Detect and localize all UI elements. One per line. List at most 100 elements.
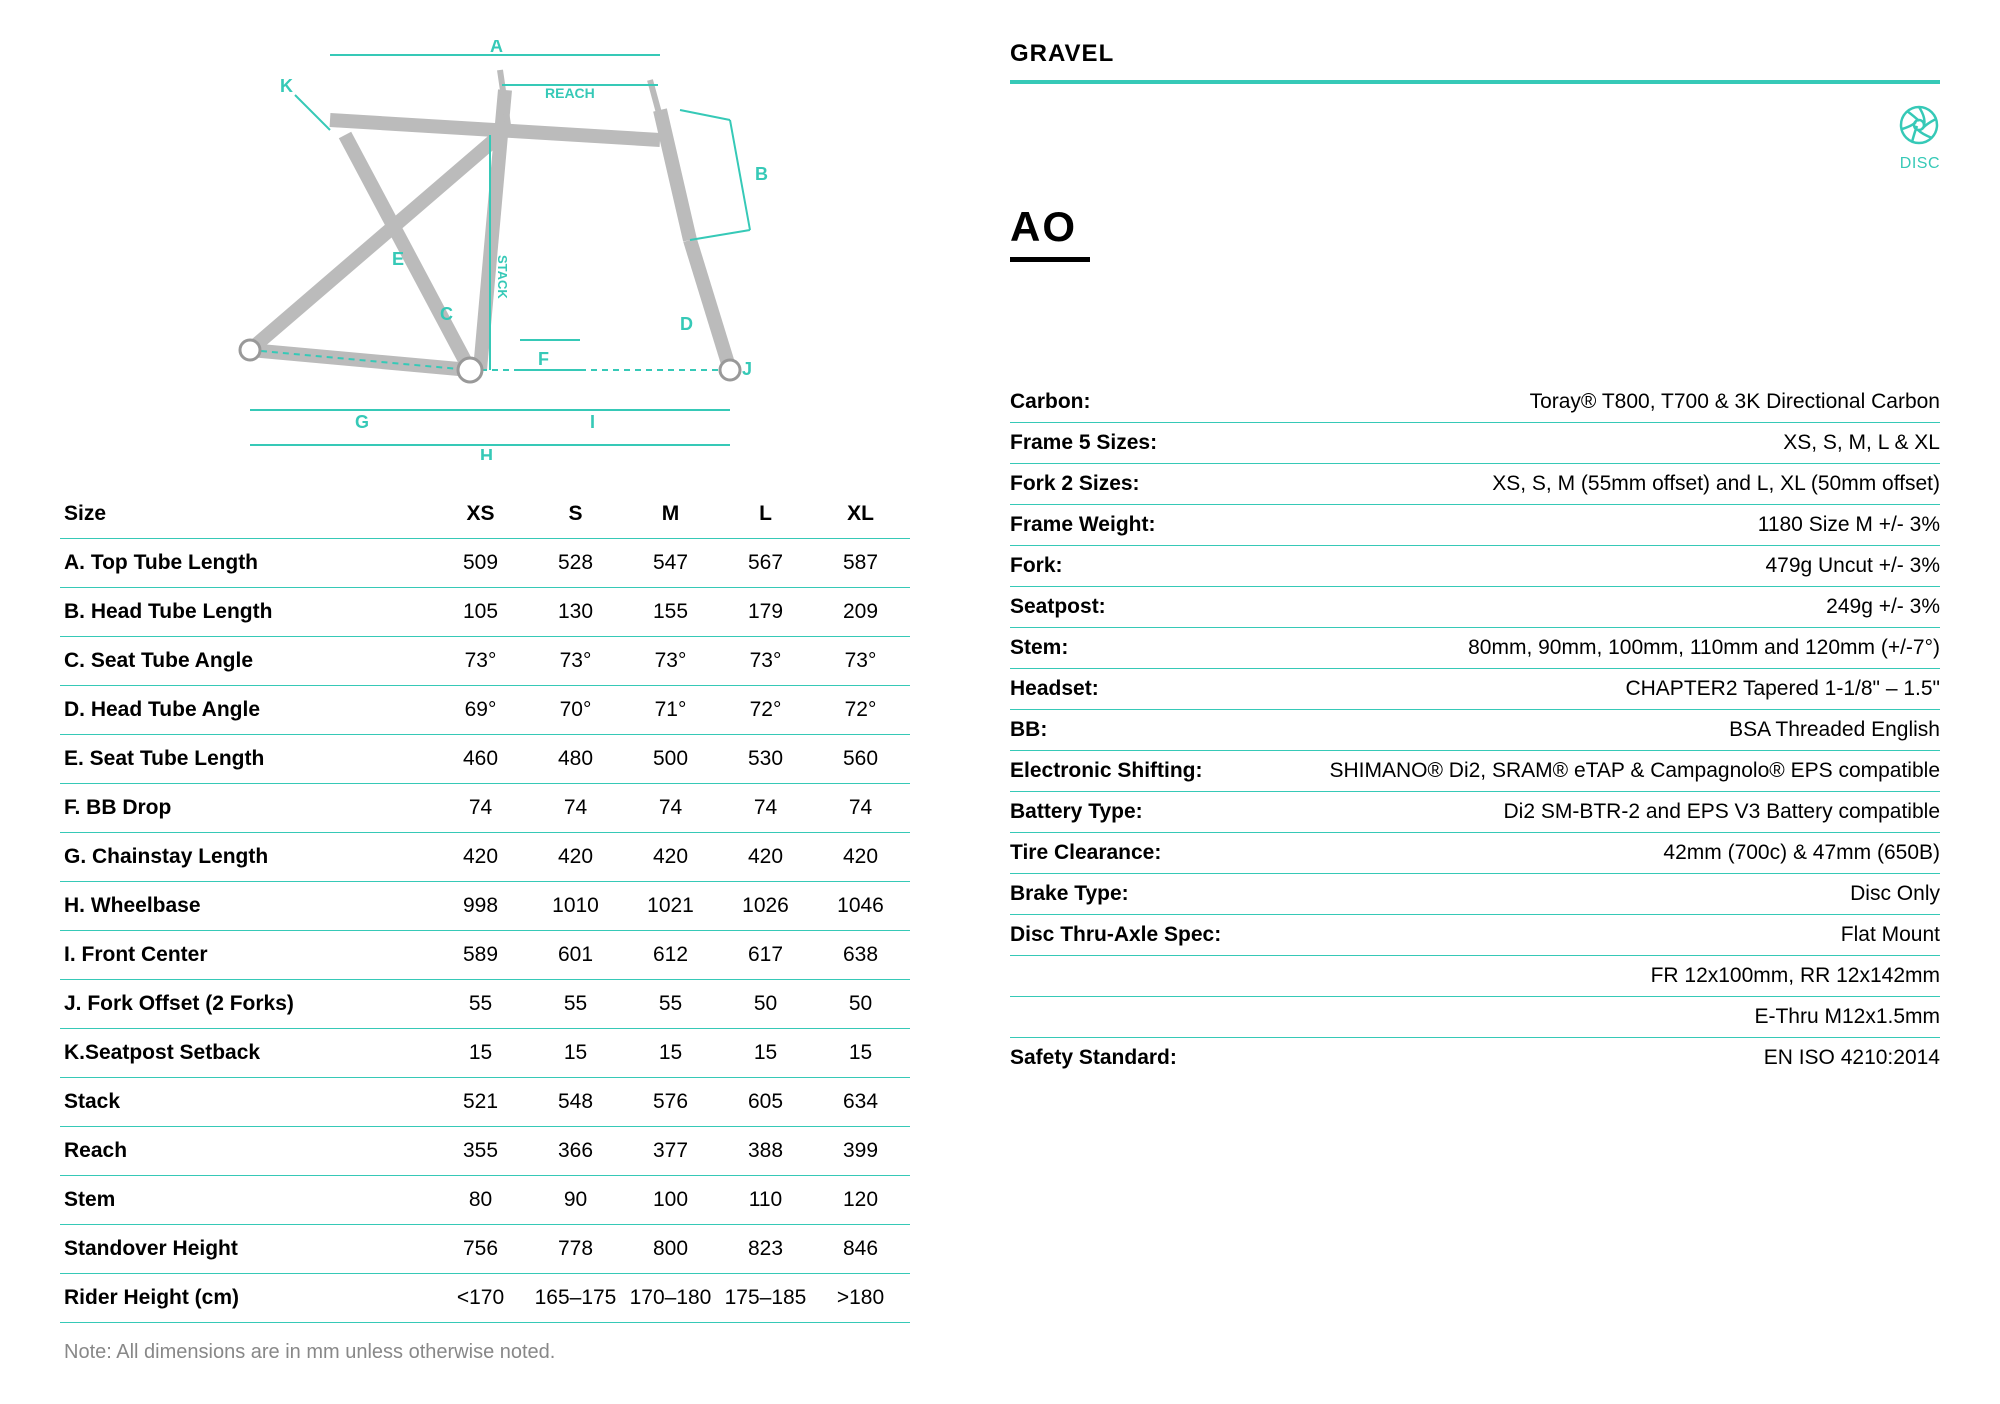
row-value: 15 — [815, 1029, 910, 1078]
model-name: AO — [1010, 203, 1940, 251]
spec-row: Battery Type:Di2 SM-BTR-2 and EPS V3 Bat… — [1010, 792, 1940, 833]
row-value: 72° — [815, 686, 910, 735]
table-row: E. Seat Tube Length460480500530560 — [60, 735, 910, 784]
row-value: 80 — [435, 1176, 530, 1225]
table-row: B. Head Tube Length105130155179209 — [60, 588, 910, 637]
spec-row: Stem: 80mm, 90mm, 100mm, 110mm and 120mm … — [1010, 628, 1940, 669]
spec-row: Disc Thru-Axle Spec:Flat Mount — [1010, 915, 1940, 956]
table-row: Standover Height756778800823846 — [60, 1225, 910, 1274]
spec-label: Frame 5 Sizes: — [1010, 431, 1157, 455]
row-value: 420 — [530, 833, 625, 882]
row-label: D. Head Tube Angle — [60, 686, 435, 735]
spec-value: 249g +/- 3% — [1826, 595, 1940, 619]
spec-value: 479g Uncut +/- 3% — [1765, 554, 1940, 578]
row-value: 377 — [625, 1127, 720, 1176]
row-value: 155 — [625, 588, 720, 637]
row-value: 55 — [435, 980, 530, 1029]
row-value: 170–180 — [625, 1274, 720, 1323]
table-row: Stack521548576605634 — [60, 1078, 910, 1127]
spec-row: Frame Weight:1180 Size M +/- 3% — [1010, 505, 1940, 546]
row-value: 71° — [625, 686, 720, 735]
spec-value: 80mm, 90mm, 100mm, 110mm and 120mm (+/-7… — [1468, 636, 1940, 660]
spec-value: Toray® T800, T700 & 3K Directional Carbo… — [1530, 390, 1940, 414]
spec-row: Fork 2 Sizes: XS, S, M (55mm offset) and … — [1010, 464, 1940, 505]
spec-label: Tire Clearance: — [1010, 841, 1161, 865]
row-label: I. Front Center — [60, 931, 435, 980]
row-label: Reach — [60, 1127, 435, 1176]
row-value: 846 — [815, 1225, 910, 1274]
table-row: Reach355366377388399 — [60, 1127, 910, 1176]
spec-row: Carbon: Toray® T800, T700 & 3K Directiona… — [1010, 382, 1940, 423]
row-value: 480 — [530, 735, 625, 784]
row-value: 179 — [720, 588, 815, 637]
size-header: Size — [60, 490, 435, 539]
row-value: 74 — [815, 784, 910, 833]
row-label: K.Seatpost Setback — [60, 1029, 435, 1078]
row-value: 500 — [625, 735, 720, 784]
row-value: 589 — [435, 931, 530, 980]
row-value: 165–175 — [530, 1274, 625, 1323]
row-label: C. Seat Tube Angle — [60, 637, 435, 686]
row-value: 50 — [815, 980, 910, 1029]
table-row: F. BB Drop7474747474 — [60, 784, 910, 833]
row-value: 530 — [720, 735, 815, 784]
spec-value: CHAPTER2 Tapered 1-1/8" – 1.5" — [1625, 677, 1940, 701]
spec-label: BB: — [1010, 718, 1047, 742]
row-value: 130 — [530, 588, 625, 637]
row-value: 50 — [720, 980, 815, 1029]
row-value: 69° — [435, 686, 530, 735]
row-value: 15 — [435, 1029, 530, 1078]
size-col-s: S — [530, 490, 625, 539]
svg-text:D: D — [680, 314, 693, 334]
size-col-m: M — [625, 490, 720, 539]
row-value: 605 — [720, 1078, 815, 1127]
spec-label: Seatpost: — [1010, 595, 1106, 619]
row-value: 209 — [815, 588, 910, 637]
row-value: 601 — [530, 931, 625, 980]
spec-label: Stem: — [1010, 636, 1068, 660]
spec-label: Fork 2 Sizes: — [1010, 472, 1140, 496]
spec-label: Fork: — [1010, 554, 1063, 578]
row-value: 560 — [815, 735, 910, 784]
row-value: 100 — [625, 1176, 720, 1225]
table-row: J. Fork Offset (2 Forks)5555555050 — [60, 980, 910, 1029]
svg-text:E: E — [392, 249, 404, 269]
table-row: Stem8090100110120 — [60, 1176, 910, 1225]
svg-text:I: I — [590, 412, 595, 432]
category-underline — [1010, 80, 1940, 84]
row-value: 110 — [720, 1176, 815, 1225]
disc-badge: DISC — [1010, 104, 1940, 173]
row-value: 460 — [435, 735, 530, 784]
spec-value: XS, S, M (55mm offset) and L, XL (50mm o… — [1492, 472, 1940, 496]
row-label: A. Top Tube Length — [60, 539, 435, 588]
spec-value: EN ISO 4210:2014 — [1764, 1046, 1940, 1070]
row-value: 399 — [815, 1127, 910, 1176]
spec-row: Tire Clearance:42mm (700c) & 47mm (650B) — [1010, 833, 1940, 874]
row-value: 355 — [435, 1127, 530, 1176]
table-row: I. Front Center589601612617638 — [60, 931, 910, 980]
svg-text:G: G — [355, 412, 369, 432]
row-value: 587 — [815, 539, 910, 588]
row-value: 74 — [720, 784, 815, 833]
row-value: 823 — [720, 1225, 815, 1274]
svg-text:K: K — [280, 76, 293, 96]
row-value: 70° — [530, 686, 625, 735]
spec-value-continuation: FR 12x100mm, RR 12x142mm — [1010, 956, 1940, 997]
spec-value-continuation: E-Thru M12x1.5mm — [1010, 997, 1940, 1038]
spec-row: Electronic Shifting:SHIMANO® Di2, SRAM® … — [1010, 751, 1940, 792]
disc-label: DISC — [1010, 155, 1940, 173]
spec-value: Flat Mount — [1841, 923, 1940, 947]
row-value: 638 — [815, 931, 910, 980]
svg-text:H: H — [480, 446, 493, 460]
row-value: 420 — [625, 833, 720, 882]
row-value: 778 — [530, 1225, 625, 1274]
row-value: 388 — [720, 1127, 815, 1176]
row-value: 1046 — [815, 882, 910, 931]
spec-label: Headset: — [1010, 677, 1099, 701]
svg-text:B: B — [755, 164, 768, 184]
size-col-xs: XS — [435, 490, 530, 539]
table-row: A. Top Tube Length509528547567587 — [60, 539, 910, 588]
row-value: 15 — [530, 1029, 625, 1078]
spec-row: Safety Standard:EN ISO 4210:2014 — [1010, 1038, 1940, 1078]
spec-label: Carbon: — [1010, 390, 1091, 414]
